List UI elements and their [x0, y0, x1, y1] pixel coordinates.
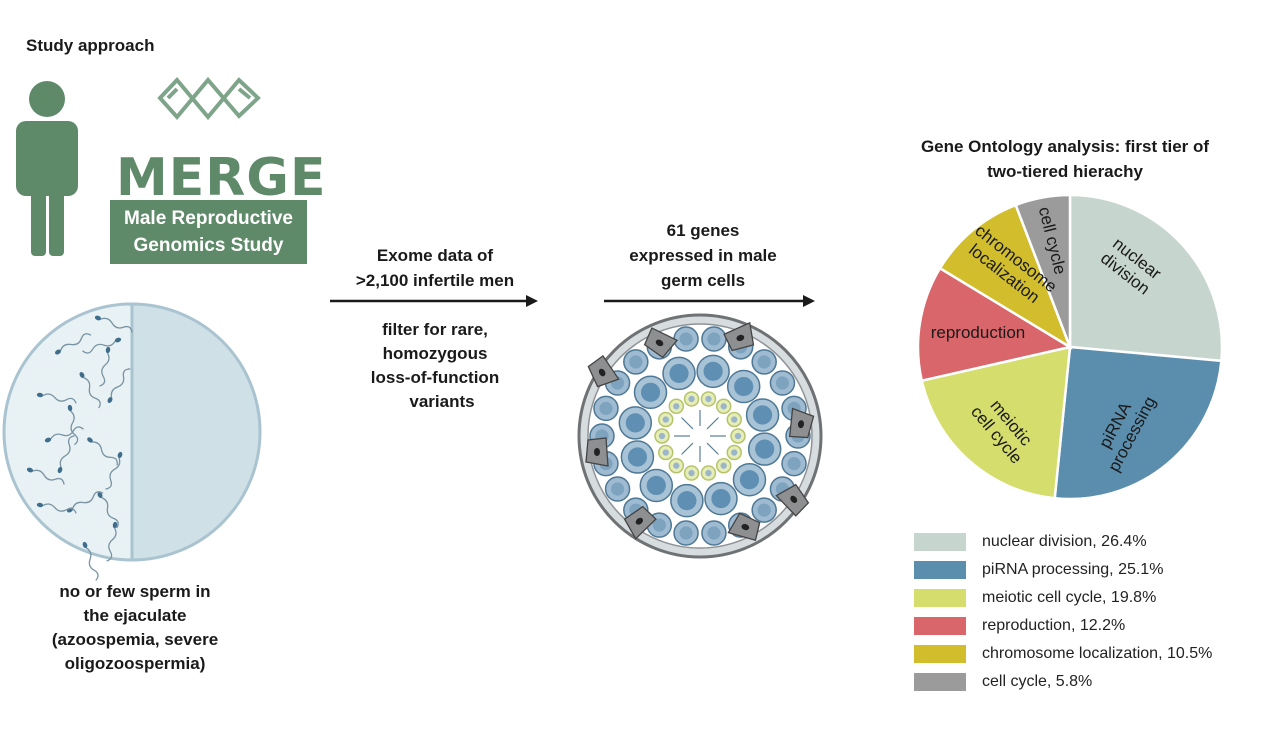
sperm-tail — [706, 442, 719, 455]
pie-slice-chromosome-localization — [938, 203, 1073, 350]
sertoli-cell — [788, 407, 815, 439]
sperm-icon — [67, 404, 79, 446]
legend-label: reproduction, 12.2% — [982, 617, 1126, 634]
sperm-icon — [55, 333, 92, 355]
sperm-icon — [106, 521, 118, 562]
filter-line: filter for rare, — [382, 320, 488, 339]
go-title-line: Gene Ontology analysis: first tier of — [920, 137, 1210, 156]
sperm-icon — [79, 372, 101, 409]
sperm-icon — [99, 346, 111, 387]
legend-item: nuclear division, 26.4% — [914, 528, 1212, 556]
genes-line: germ cells — [660, 271, 746, 290]
pie-label-reproduction: reproduction — [931, 323, 1026, 342]
merge-logo-mark — [157, 76, 261, 121]
legend-item: reproduction, 12.2% — [914, 612, 1212, 640]
legend-item: meiotic cell cycle, 19.8% — [914, 584, 1212, 612]
phenotype-line: oligozoospermia) — [64, 654, 206, 673]
legend-label: cell cycle, 5.8% — [982, 673, 1093, 690]
person-icon — [16, 81, 78, 256]
arrow-step1 — [330, 295, 538, 307]
sperm-icon — [36, 392, 77, 404]
legend-item: chromosome localization, 10.5% — [914, 640, 1212, 668]
sertoli-cell — [587, 354, 620, 388]
sperm-tail — [681, 417, 694, 430]
legend-label: nuclear division, 26.4% — [982, 533, 1147, 550]
sperm-icon — [57, 435, 75, 474]
sperm-icon — [94, 315, 133, 333]
exome-text: Exome data of >2,100 infertile men — [330, 243, 540, 293]
pie-slice-piRNA-processing — [1053, 345, 1223, 501]
legend-item: piRNA processing, 25.1% — [914, 556, 1212, 584]
sperm-icon — [44, 426, 84, 443]
sperm-tail — [706, 417, 719, 430]
filter-text: filter for rare, homozygous loss-of-func… — [330, 318, 540, 414]
legend-item: cell cycle, 5.8% — [914, 668, 1212, 696]
sertoli-cell — [723, 321, 755, 352]
sertoli-cell — [623, 505, 657, 540]
filter-line: loss-of-function — [370, 368, 500, 387]
sperm-dish-icon — [2, 302, 262, 581]
sertoli-cell — [727, 512, 761, 542]
pie-slice-meiotic-cell-cycle — [920, 345, 1072, 500]
legend-swatch — [914, 617, 966, 635]
genes-line: expressed in male — [629, 246, 777, 265]
genes-line: 61 genes — [666, 221, 740, 240]
legend-swatch — [914, 533, 966, 551]
sperm-tail — [681, 442, 694, 455]
sperm-icon — [105, 451, 123, 490]
sperm-icon — [97, 492, 119, 529]
legend-label: piRNA processing, 25.1% — [982, 561, 1164, 578]
exome-line: >2,100 infertile men — [355, 271, 515, 290]
merge-subtitle-line2: Genomics Study — [133, 235, 284, 256]
merge-subtitle-box: Male Reproductive Genomics Study — [110, 200, 307, 264]
sertoli-cell — [775, 483, 810, 517]
sperm-icon — [82, 337, 122, 354]
sertoli-cell — [643, 327, 679, 359]
filter-line: homozygous — [382, 344, 488, 363]
legend-swatch — [914, 589, 966, 607]
go-title-line: two-tiered hierachy — [987, 162, 1143, 181]
genes-text: 61 genes expressed in male germ cells — [598, 218, 808, 293]
filter-line: variants — [409, 392, 475, 411]
sperm-icon — [26, 467, 65, 485]
legend-swatch — [914, 645, 966, 663]
go-chart-title: Gene Ontology analysis: first tier of tw… — [890, 134, 1240, 184]
phenotype-line: the ejaculate — [83, 606, 187, 625]
exome-line: Exome data of — [376, 246, 494, 265]
legend-swatch — [914, 673, 966, 691]
phenotype-text: no or few sperm in the ejaculate (azoosp… — [30, 580, 240, 676]
legend-label: meiotic cell cycle, 19.8% — [982, 589, 1157, 606]
phenotype-line: no or few sperm in — [59, 582, 211, 601]
merge-logo-text: MERGE — [116, 148, 327, 208]
chart-legend: nuclear division, 26.4% piRNA processing,… — [914, 528, 1212, 696]
go-pie-chart: nucleardivisionpiRNAprocessingmeioticcel… — [916, 193, 1224, 501]
pie-slice-reproduction — [916, 266, 1074, 383]
legend-swatch — [914, 561, 966, 579]
seminiferous-tubule-icon — [577, 313, 823, 559]
pie-slice-cell-cycle — [1014, 193, 1072, 348]
sertoli-cell — [585, 437, 609, 467]
sperm-icon — [87, 437, 118, 466]
sperm-icon — [36, 502, 77, 514]
phenotype-line: (azoospemia, severe — [51, 630, 219, 649]
study-approach-title: Study approach — [26, 36, 155, 55]
merge-subtitle-line1: Male Reproductive — [124, 208, 293, 229]
pie-slice-nuclear-division — [1068, 193, 1224, 363]
legend-label: chromosome localization, 10.5% — [982, 645, 1213, 662]
sperm-icon — [107, 368, 131, 403]
arrow-step2 — [604, 295, 815, 307]
sperm-icon — [82, 541, 99, 581]
